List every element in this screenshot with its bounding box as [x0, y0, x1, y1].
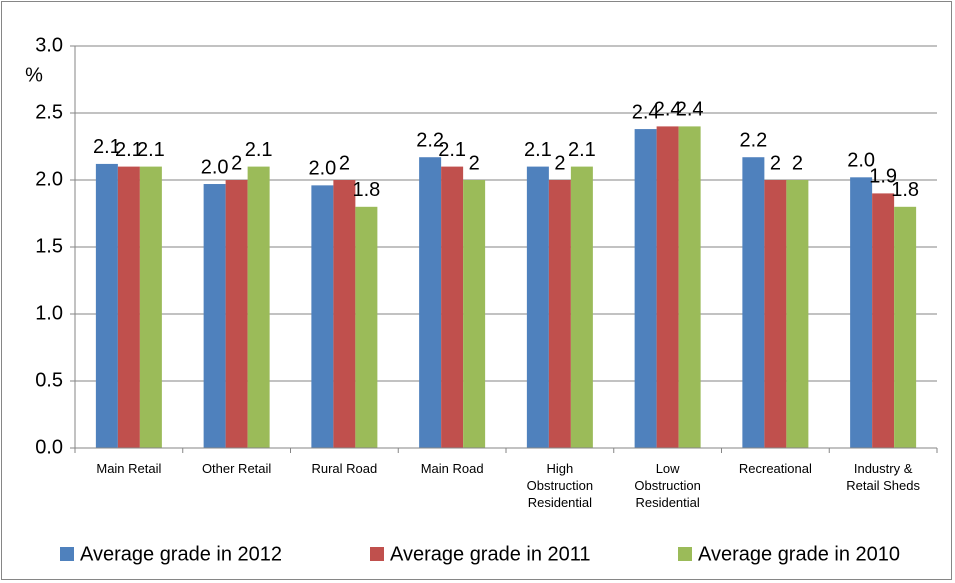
- x-tick-label: Rural Road: [311, 461, 378, 476]
- data-label: 2.0: [847, 150, 875, 172]
- x-tick-label: Other Retail: [201, 461, 272, 476]
- x-tick-label: Recreational: [738, 461, 812, 476]
- bar: [894, 206, 917, 448]
- data-label: 2.1: [245, 139, 273, 161]
- bar: [311, 185, 334, 449]
- bar: [742, 157, 765, 448]
- bar: [786, 180, 809, 448]
- bar: [526, 166, 549, 448]
- data-label: 2.1: [568, 139, 596, 161]
- data-label: 2: [770, 152, 781, 174]
- bar: [203, 184, 226, 448]
- x-tick-label: Low Obstruction Residential: [634, 461, 701, 510]
- bar: [850, 177, 873, 448]
- y-tick-label: 0.5: [35, 369, 63, 391]
- data-label: 2.4: [654, 99, 682, 121]
- legend-swatch: [370, 547, 384, 561]
- x-tick-label: High Obstruction Residential: [526, 461, 594, 510]
- bar: [139, 166, 162, 448]
- data-label: 2.1: [93, 136, 121, 158]
- data-label: 2.2: [739, 130, 767, 152]
- x-tick-label: Industry & Retail Sheds: [846, 461, 920, 493]
- bar: [117, 166, 140, 448]
- data-label: 2.4: [676, 99, 704, 121]
- y-tick-label: 1.5: [35, 235, 63, 257]
- x-tick-label: Main Road: [420, 461, 484, 476]
- data-label: 1.8: [352, 179, 380, 201]
- data-label: 2: [339, 152, 350, 174]
- legend-swatch: [678, 547, 692, 561]
- bar: [463, 180, 486, 448]
- y-axis-label: %: [25, 64, 43, 86]
- data-label: 2.1: [115, 139, 143, 161]
- data-label: 1.8: [891, 179, 919, 201]
- legend-label: Average grade in 2011: [390, 543, 591, 565]
- data-label: 2: [554, 152, 565, 174]
- bar: [225, 180, 248, 448]
- data-label: 2.4: [632, 101, 660, 123]
- y-tick-label: 0.0: [35, 436, 63, 458]
- bar: [570, 166, 593, 448]
- bar: [333, 180, 356, 448]
- bar: [355, 206, 378, 448]
- data-label: 2: [792, 152, 803, 174]
- bar: [95, 163, 118, 449]
- y-tick-label: 3.0: [35, 34, 63, 56]
- bar: [441, 166, 464, 448]
- data-label: 2.0: [308, 158, 336, 180]
- bar: [247, 166, 270, 448]
- y-tick-label: 2.5: [35, 101, 63, 123]
- bar: [678, 126, 701, 449]
- bar: [764, 180, 787, 448]
- bar: [634, 129, 657, 448]
- data-label: 2: [231, 152, 242, 174]
- x-tick-label: Main Retail: [96, 461, 162, 476]
- y-tick-label: 2.0: [35, 168, 63, 190]
- data-label: 2.0: [201, 156, 229, 178]
- y-tick-label: 1.0: [35, 302, 63, 324]
- legend-label: Average grade in 2012: [80, 543, 282, 565]
- legend-label: Average grade in 2010: [698, 543, 900, 565]
- data-label: 2.1: [438, 139, 466, 161]
- bar: [656, 126, 679, 449]
- legend-swatch: [60, 547, 74, 561]
- data-label: 2.1: [137, 139, 165, 161]
- bar: [872, 193, 895, 448]
- data-label: 2: [469, 152, 480, 174]
- bar: [419, 157, 442, 448]
- data-label: 2.2: [416, 130, 444, 152]
- data-label: 1.9: [869, 166, 897, 188]
- data-label: 2.1: [524, 139, 552, 161]
- bar: [548, 180, 571, 448]
